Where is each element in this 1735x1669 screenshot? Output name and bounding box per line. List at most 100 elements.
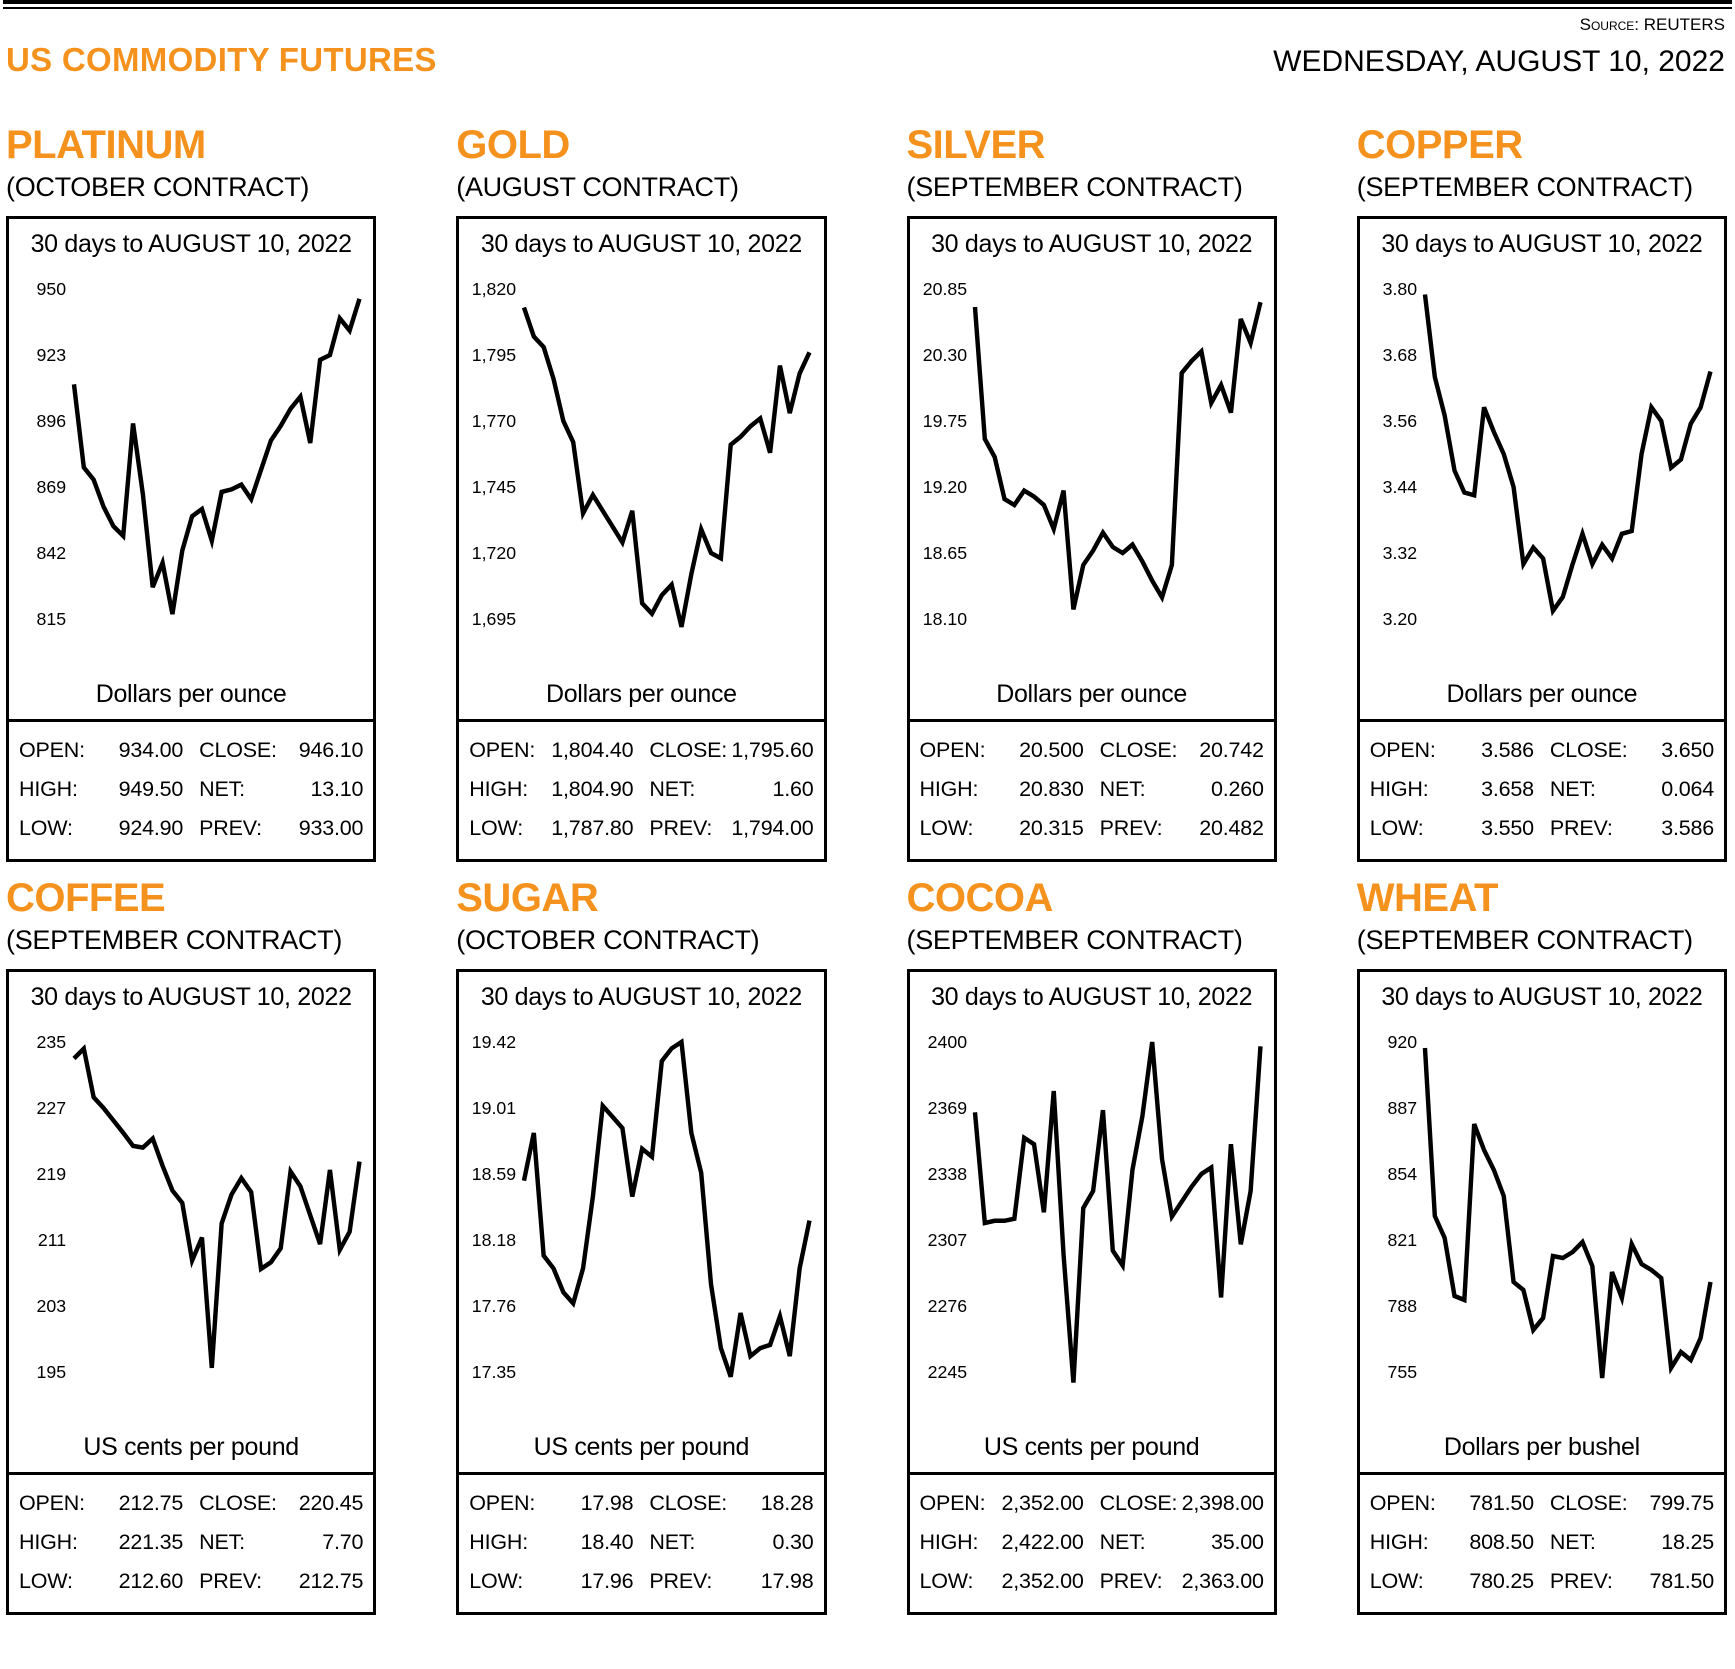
stat-close-value: 946.10 — [298, 738, 364, 762]
stats-table: OPEN: 3.586 HIGH: 3.658 LOW: 3.550 CLOSE: 3.… — [1359, 719, 1724, 859]
stat-close-label: CLOSE: — [1549, 738, 1628, 762]
stat-high-label: HIGH: — [1369, 1530, 1429, 1554]
stat-close-label: CLOSE: — [199, 738, 277, 762]
panel-header: COFFEE (SEPTEMBER CONTRACT) — [6, 862, 376, 969]
stat-low-label: LOW: — [469, 1569, 524, 1593]
chart-period-caption: 30 days to AUGUST 10, 2022 — [1381, 983, 1703, 1011]
stat-net: NET: 1.60 — [649, 770, 813, 809]
chart-unit-label: Dollars per ounce — [95, 680, 287, 708]
y-axis-tick-label: 821 — [1387, 1230, 1417, 1250]
stat-net: NET: 18.25 — [1550, 1523, 1714, 1562]
stat-open: OPEN: 1,804.40 — [469, 731, 633, 770]
stat-high-value: 949.50 — [118, 777, 184, 801]
stats-right-column: CLOSE: 946.10 NET: 13.10 PREV: 933.00 — [199, 731, 363, 848]
stats-right-column: CLOSE: 3.650 NET: 0.064 PREV: 3.586 — [1550, 731, 1714, 848]
y-axis-tick-label: 3.68 — [1382, 345, 1417, 365]
stat-net-label: NET: — [1549, 777, 1596, 801]
stat-open-label: OPEN: — [19, 1491, 85, 1515]
stat-net: NET: 0.30 — [649, 1523, 813, 1562]
stat-open-label: OPEN: — [19, 738, 85, 762]
commodity-title: GOLD — [456, 123, 570, 167]
stat-open-value: 17.98 — [580, 1491, 634, 1515]
stat-high: HIGH: 1,804.90 — [469, 770, 633, 809]
stat-high: HIGH: 808.50 — [1370, 1523, 1534, 1562]
price-line — [522, 306, 812, 628]
stat-high-value: 1,804.90 — [551, 777, 634, 801]
y-axis-tick-label: 20.85 — [922, 279, 966, 299]
stat-net-label: NET: — [649, 1530, 696, 1554]
stat-low-value: 212.60 — [118, 1569, 184, 1593]
stat-low: LOW: 924.90 — [19, 809, 183, 848]
y-axis-tick-label: 2400 — [927, 1032, 966, 1052]
stat-open-value: 934.00 — [118, 738, 184, 762]
stats-table: OPEN: 1,804.40 HIGH: 1,804.90 LOW: 1,787.80… — [459, 719, 824, 859]
stat-open: OPEN: 781.50 — [1370, 1484, 1534, 1523]
stat-open-label: OPEN: — [469, 1491, 536, 1515]
panel-platinum: PLATINUM (OCTOBER CONTRACT) 30 days to A… — [6, 109, 377, 862]
contract-label: (SEPTEMBER CONTRACT) — [906, 925, 1243, 955]
stats-right-column: CLOSE: 799.75 NET: 18.25 PREV: 781.50 — [1550, 1484, 1714, 1601]
y-axis-tick-label: 2307 — [927, 1230, 966, 1250]
panel-header: WHEAT (SEPTEMBER CONTRACT) — [1357, 862, 1727, 969]
stat-prev: PREV: 212.75 — [199, 1562, 363, 1601]
y-axis-tick-label: 20.30 — [922, 345, 966, 365]
stat-net-label: NET: — [199, 777, 245, 801]
price-line — [71, 298, 362, 615]
y-axis-tick-label: 19.01 — [472, 1098, 516, 1118]
stat-prev-value: 212.75 — [298, 1569, 364, 1593]
price-chart: 950 923 896 869 842 815 — [37, 279, 362, 629]
chart-card: 30 days to AUGUST 10, 2022 920 887 854 821 7… — [1356, 969, 1727, 1615]
chart-card: 30 days to AUGUST 10, 2022 2400 2369 2338 2… — [906, 969, 1277, 1615]
panel-header: COCOA (SEPTEMBER CONTRACT) — [907, 862, 1277, 969]
stats-right-column: CLOSE: 20.742 NET: 0.260 PREV: 20.482 — [1100, 731, 1264, 848]
stat-low: LOW: 17.96 — [469, 1562, 633, 1601]
stat-low-label: LOW: — [919, 816, 974, 840]
y-axis-tick-label: 1,745 — [472, 477, 516, 497]
stat-high: HIGH: 221.35 — [19, 1523, 183, 1562]
y-axis-tick-label: 235 — [37, 1032, 67, 1052]
stat-open-value: 3.586 — [1481, 738, 1534, 762]
stat-high-value: 221.35 — [118, 1530, 184, 1554]
stat-high: HIGH: 20.830 — [920, 770, 1084, 809]
y-axis-tick-label: 950 — [37, 279, 67, 299]
stat-high-value: 808.50 — [1469, 1530, 1534, 1554]
stat-low: LOW: 2,352.00 — [920, 1562, 1084, 1601]
stat-prev: PREV: 3.586 — [1550, 809, 1714, 848]
y-axis-tick-label: 854 — [1387, 1164, 1417, 1184]
stat-high-label: HIGH: — [1369, 777, 1429, 801]
stat-prev-value: 1,794.00 — [731, 816, 814, 840]
stat-open-value: 1,804.40 — [551, 738, 634, 762]
contract-label: (SEPTEMBER CONTRACT) — [1356, 925, 1693, 955]
stats-table: OPEN: 2,352.00 HIGH: 2,422.00 LOW: 2,352.00… — [909, 1472, 1274, 1612]
commodity-title: SUGAR — [456, 876, 599, 920]
source-value: REUTERS — [1643, 15, 1725, 34]
stats-left-column: OPEN: 17.98 HIGH: 18.40 LOW: 17.96 — [469, 1484, 633, 1601]
stat-low-value: 780.25 — [1469, 1569, 1534, 1593]
stat-high: HIGH: 2,422.00 — [920, 1523, 1084, 1562]
stat-net-value: 35.00 — [1210, 1530, 1264, 1554]
stat-prev-value: 3.586 — [1661, 816, 1714, 840]
commodity-title: PLATINUM — [6, 123, 206, 167]
stats-right-column: CLOSE: 1,795.60 NET: 1.60 PREV: 1,794.00 — [649, 731, 813, 848]
price-chart: 1,820 1,795 1,770 1,745 1,720 1,695 — [472, 279, 812, 629]
stat-net-label: NET: — [1099, 777, 1146, 801]
stat-close-label: CLOSE: — [199, 1491, 277, 1515]
stats-left-column: OPEN: 781.50 HIGH: 808.50 LOW: 780.25 — [1370, 1484, 1534, 1601]
y-axis-tick-label: 17.76 — [472, 1296, 516, 1316]
commodity-title: COFFEE — [6, 876, 166, 920]
chart-period-caption: 30 days to AUGUST 10, 2022 — [480, 230, 802, 258]
chart-unit-label: Dollars per ounce — [996, 680, 1188, 708]
stat-open-label: OPEN: — [1369, 738, 1436, 762]
y-axis-tick-label: 923 — [37, 345, 67, 365]
stat-net-label: NET: — [1099, 1530, 1146, 1554]
y-axis-tick-label: 1,720 — [472, 543, 516, 563]
stat-prev-label: PREV: — [1549, 1569, 1613, 1593]
y-axis-tick-label: 3.44 — [1382, 477, 1417, 497]
chart-unit-label: US cents per pound — [533, 1433, 750, 1461]
y-axis-tick-label: 920 — [1387, 1032, 1417, 1052]
commodity-title: COPPER — [1356, 123, 1523, 167]
stat-low: LOW: 20.315 — [920, 809, 1084, 848]
y-axis-tick-label: 18.10 — [922, 609, 966, 629]
contract-label: (SEPTEMBER CONTRACT) — [6, 925, 343, 955]
price-chart: 235 227 219 211 203 195 — [37, 1032, 362, 1382]
